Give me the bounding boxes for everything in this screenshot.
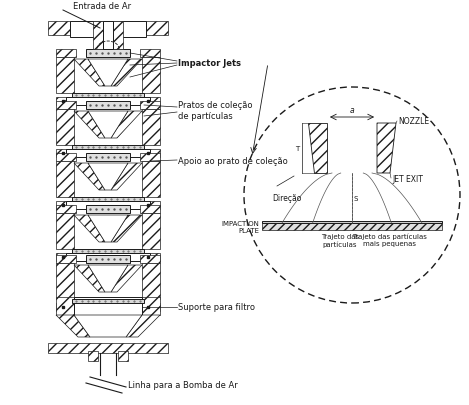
Bar	[72, 94, 144, 98]
Bar	[142, 162, 160, 198]
Bar	[142, 213, 160, 249]
Bar	[56, 202, 66, 209]
Bar	[56, 263, 74, 299]
Bar	[48, 22, 70, 36]
Bar	[66, 303, 150, 311]
Bar	[56, 297, 74, 315]
Bar	[56, 256, 76, 263]
Bar	[66, 149, 150, 158]
Bar	[72, 299, 144, 303]
Bar	[140, 256, 160, 263]
Text: S: S	[354, 196, 358, 202]
Bar	[86, 102, 130, 110]
Text: Suporte para filtro: Suporte para filtro	[178, 303, 255, 312]
Bar	[56, 213, 74, 249]
Polygon shape	[74, 60, 105, 87]
Bar	[140, 153, 160, 162]
Polygon shape	[111, 215, 142, 243]
Bar	[142, 58, 160, 94]
Bar	[140, 102, 160, 110]
Polygon shape	[88, 265, 128, 292]
Bar	[103, 22, 113, 50]
Bar	[142, 297, 160, 315]
Bar	[56, 110, 74, 146]
Polygon shape	[308, 124, 327, 174]
Text: JET EXIT: JET EXIT	[392, 175, 423, 184]
Polygon shape	[74, 265, 105, 292]
Text: NOZZLE: NOZZLE	[398, 117, 429, 126]
Bar	[66, 254, 150, 261]
Bar	[86, 205, 130, 213]
Bar	[262, 224, 442, 230]
Bar	[140, 205, 160, 213]
Bar	[56, 50, 76, 58]
Text: IMPACTION
PLATE: IMPACTION PLATE	[221, 221, 259, 234]
Polygon shape	[377, 124, 396, 174]
Bar	[56, 254, 66, 261]
Polygon shape	[74, 112, 105, 139]
Bar	[146, 22, 168, 36]
Text: Trajeto das partículas
mais pequenas: Trajeto das partículas mais pequenas	[353, 233, 427, 247]
Bar	[56, 153, 76, 162]
Bar	[56, 98, 66, 106]
Bar	[56, 102, 76, 110]
Bar	[140, 50, 160, 58]
Text: Impactor Jets: Impactor Jets	[178, 60, 241, 68]
Bar	[118, 351, 128, 361]
Text: Pratos de coleção
de partículas: Pratos de coleção de partículas	[178, 101, 252, 120]
Bar	[142, 263, 160, 299]
Polygon shape	[88, 112, 128, 139]
Polygon shape	[56, 315, 90, 337]
Bar	[142, 110, 160, 146]
Polygon shape	[74, 215, 105, 243]
Bar	[48, 343, 168, 353]
Bar	[150, 202, 160, 209]
Polygon shape	[74, 164, 105, 190]
Bar	[56, 58, 74, 94]
Polygon shape	[111, 112, 142, 139]
Text: Direção: Direção	[272, 194, 302, 202]
Bar	[66, 98, 150, 106]
Bar	[56, 149, 66, 158]
Text: Entrada de Ar: Entrada de Ar	[73, 2, 131, 11]
Polygon shape	[88, 60, 128, 87]
Bar	[72, 249, 144, 254]
Polygon shape	[111, 265, 142, 292]
Bar	[70, 22, 146, 38]
Bar	[150, 149, 160, 158]
Bar	[88, 351, 98, 361]
Bar	[72, 198, 144, 202]
Text: Linha para a Bomba de Ar: Linha para a Bomba de Ar	[128, 381, 238, 390]
Polygon shape	[74, 315, 142, 337]
Bar	[86, 50, 130, 58]
Text: Apoio ao prato de coleção: Apoio ao prato de coleção	[178, 156, 288, 165]
Bar	[56, 205, 76, 213]
Polygon shape	[111, 164, 142, 190]
Bar	[56, 303, 66, 311]
Circle shape	[244, 88, 460, 303]
Text: a: a	[350, 106, 354, 115]
Text: Trajeto das
partículas: Trajeto das partículas	[321, 233, 359, 247]
Polygon shape	[88, 164, 128, 190]
Bar	[150, 98, 160, 106]
Bar	[86, 153, 130, 162]
Bar	[113, 22, 123, 50]
Bar	[66, 202, 150, 209]
Polygon shape	[126, 315, 160, 337]
Bar	[262, 222, 442, 224]
Bar	[93, 22, 103, 50]
Polygon shape	[88, 215, 128, 243]
Text: T: T	[295, 146, 299, 151]
Bar	[56, 162, 74, 198]
Bar	[150, 303, 160, 311]
Bar	[72, 146, 144, 149]
Bar	[74, 297, 142, 315]
Bar	[86, 256, 130, 263]
Bar	[150, 254, 160, 261]
Polygon shape	[111, 60, 142, 87]
